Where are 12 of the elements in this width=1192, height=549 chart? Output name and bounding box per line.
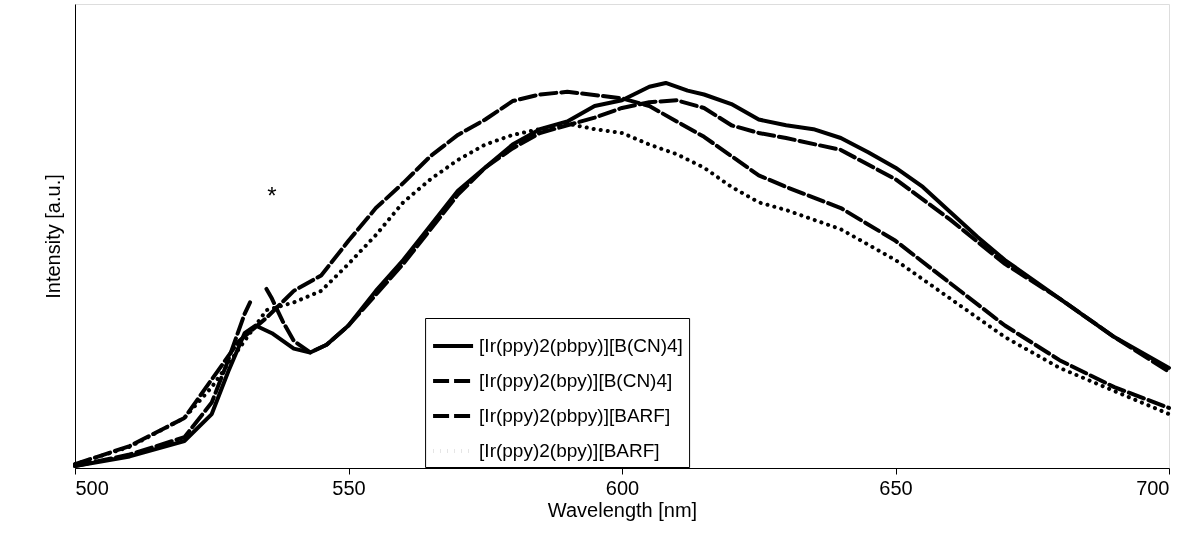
x-axis-title: Wavelength [nm] [547, 498, 698, 521]
legend-label: [Ir(ppy)2(pbpy)][BARF] [479, 405, 671, 426]
x-tick-label: 650 [879, 476, 913, 499]
x-tick-label: 500 [75, 476, 109, 499]
legend-label: [Ir(ppy)2(bpy)][BARF] [479, 440, 660, 461]
y-axis-title: Intensity [a.u.] [41, 174, 64, 299]
legend-label: [Ir(ppy)2(pbpy)][B(CN)4] [479, 335, 683, 356]
x-tick-label: 600 [605, 476, 640, 499]
annotation: * [267, 181, 277, 209]
x-tick-label: 700 [1136, 476, 1170, 499]
legend-label: [Ir(ppy)2(bpy)][B(CN)4] [479, 370, 673, 391]
x-tick-label: 550 [332, 476, 366, 499]
